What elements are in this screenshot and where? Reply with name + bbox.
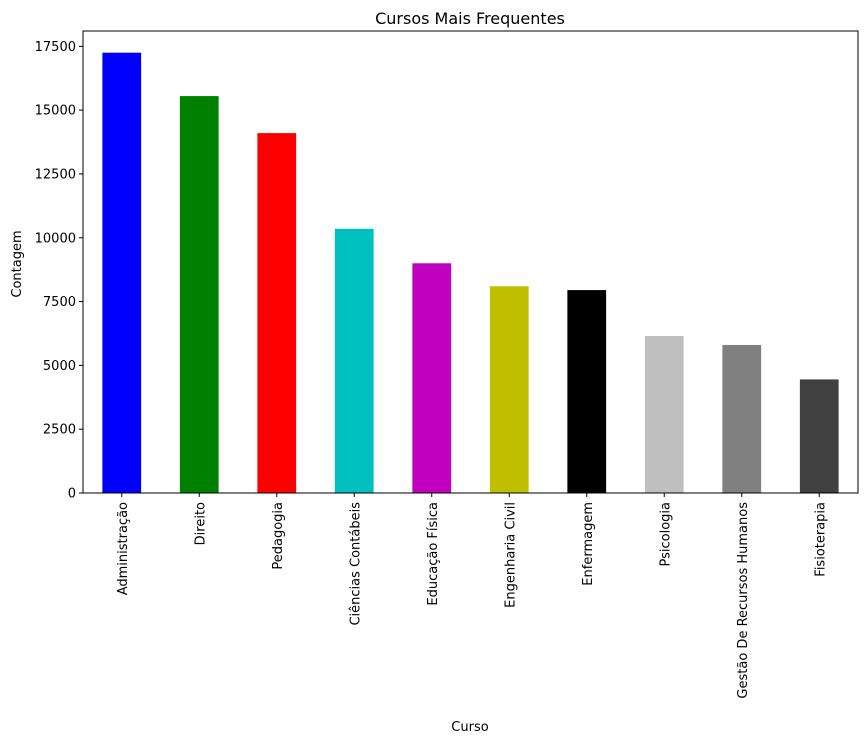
bar	[179, 96, 219, 494]
x-tick-label: Direito	[193, 502, 208, 545]
y-tick-label: 0	[68, 487, 76, 502]
plot-frame	[82, 30, 859, 494]
bar	[412, 263, 452, 493]
bar	[567, 290, 607, 493]
x-tick-label: Engenharia Civil	[503, 502, 518, 608]
x-tick-label: Psicologia	[658, 502, 673, 567]
chart-title: Cursos Mais Frequentes	[375, 9, 565, 28]
bar	[489, 286, 529, 493]
x-tick-label: Gestão De Recursos Humanos	[736, 502, 751, 699]
bar	[644, 336, 684, 493]
bar	[799, 379, 839, 493]
x-tick-label: Educação Física	[426, 502, 441, 606]
x-axis-label: Curso	[451, 720, 488, 735]
x-tick-label: Enfermagem	[581, 502, 596, 586]
y-axis-label: Contagem	[10, 230, 25, 297]
bar	[102, 52, 142, 493]
y-tick-label: 15000	[35, 104, 76, 119]
y-tick-label: 7500	[43, 295, 76, 310]
x-tick-label: Ciências Contábeis	[348, 502, 363, 626]
x-tick-label: Administração	[116, 502, 131, 595]
x-tick-label: Pedagogia	[271, 502, 286, 570]
y-tick-label: 17500	[35, 40, 76, 55]
bar	[257, 133, 297, 494]
bar	[334, 228, 374, 493]
y-tick-label: 12500	[35, 167, 76, 182]
y-tick-label: 5000	[43, 359, 76, 374]
y-tick-label: 2500	[43, 423, 76, 438]
y-tick-label: 10000	[35, 231, 76, 246]
bar	[722, 344, 762, 493]
x-tick-label: Fisioterapia	[813, 502, 828, 577]
plot-area: Administração Direito Pedagogia Ciências Co…	[35, 30, 859, 699]
